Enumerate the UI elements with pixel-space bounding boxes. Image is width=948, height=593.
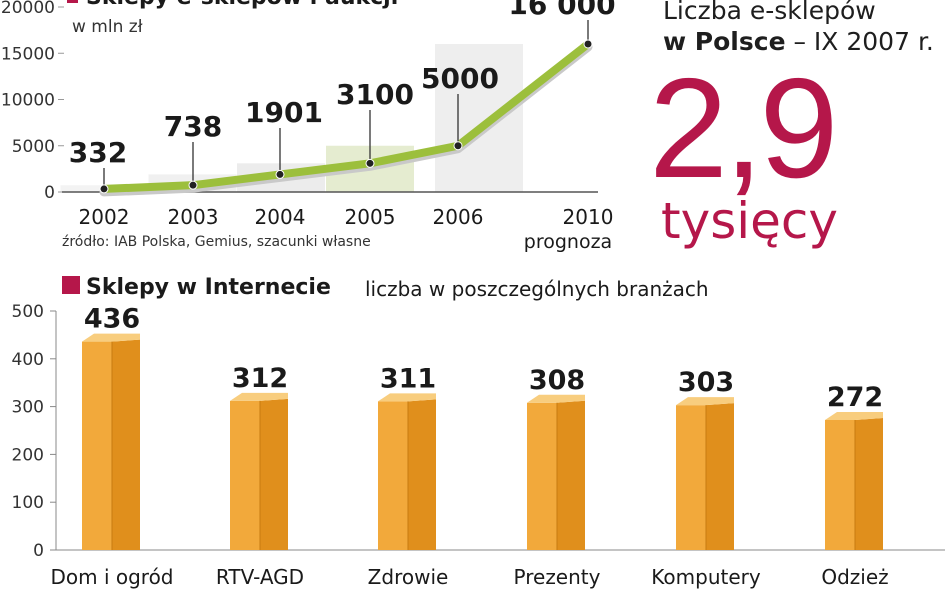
line-chart: 0 5000 10000 15000 20000 332 2002 738 2003 1901 20…: [1, 0, 616, 253]
bar-top-face: [825, 411, 883, 420]
line-chart-point: [365, 158, 375, 168]
line-chart-xtick: 2006: [433, 205, 484, 229]
bar-value-label: 436: [84, 304, 140, 335]
line-chart-value-label: 332: [69, 136, 127, 169]
bar-chart-title-marker: [62, 276, 80, 294]
bar-side-face: [112, 339, 140, 550]
bar-side-face: [260, 398, 288, 550]
bar-chart-subtitle: liczba w poszczególnych branżach: [365, 277, 709, 301]
stat-caption-line2: w Polsce – IX 2007 r.: [663, 27, 934, 56]
bar-category-label: Odzież: [821, 565, 888, 589]
stat-caption-date: – IX 2007 r.: [785, 27, 934, 56]
line-chart-xtick: 2010: [563, 205, 614, 229]
line-chart-ytick: 15000: [1, 44, 55, 64]
line-chart-ytick: 10000: [1, 91, 55, 111]
line-chart-title-marker: [67, 0, 78, 3]
bar-front-face: [825, 419, 855, 550]
bar-category-label: Zdrowie: [368, 565, 449, 589]
line-chart-point: [583, 39, 593, 49]
bar-front-face: [378, 401, 408, 550]
stat-caption-bold: w Polsce: [663, 27, 786, 56]
bar-side-face: [855, 417, 883, 550]
bar-top-face: [82, 333, 140, 342]
bar-front-face: [82, 341, 112, 550]
bar-chart-ytick: 100: [12, 493, 44, 513]
bar-category-label: Dom i ogród: [50, 565, 173, 589]
line-chart-unit: w mln zł: [72, 17, 143, 37]
line-chart-ytick: 5000: [12, 137, 55, 157]
bar-top-face: [676, 397, 734, 406]
line-chart-value-label: 5000: [421, 62, 499, 95]
bar-category-label: Prezenty: [514, 565, 601, 589]
line-chart-value-label: 738: [164, 110, 222, 143]
line-chart-point: [99, 184, 109, 194]
bar-value-label: 311: [380, 363, 436, 394]
bar-value-label: 312: [232, 363, 288, 394]
line-chart-point: [275, 169, 285, 179]
bar-value-label: 303: [678, 367, 734, 398]
line-chart-value-label: 16 000: [508, 0, 615, 21]
line-chart-title: Sklepy e-sklepów i aukcji: [86, 0, 398, 10]
line-chart-series: [100, 40, 592, 193]
line-chart-xtick: 2002: [79, 205, 130, 229]
bar-category-label: Komputery: [651, 565, 761, 589]
bar-top-face: [527, 394, 585, 403]
bar-value-label: 272: [827, 382, 883, 413]
line-chart-band: [435, 44, 523, 192]
bar-front-face: [676, 405, 706, 550]
line-chart-source: źródło: IAB Polska, Gemius, szacunki wła…: [62, 234, 371, 250]
line-chart-value-label: 1901: [245, 96, 323, 129]
stat-caption-line1: Liczba e-sklepów: [663, 0, 876, 25]
line-chart-xtick: 2004: [255, 205, 306, 229]
bar-top-face: [230, 392, 288, 401]
bar-side-face: [557, 400, 585, 550]
line-chart-xtick: 2005: [345, 205, 396, 229]
line-chart-ytick: 0: [44, 183, 55, 203]
bar-chart-ytick: 500: [12, 302, 44, 322]
line-chart-ytick: 20000: [1, 0, 55, 18]
line-chart-xtick: 2003: [168, 205, 219, 229]
bar-chart-ytick: 400: [12, 350, 44, 370]
bar-chart-ytick: 0: [33, 541, 44, 561]
bar-chart-title: Sklepy w Internecie: [86, 275, 331, 300]
line-chart-point: [188, 180, 198, 190]
bar-category-label: RTV-AGD: [216, 565, 304, 589]
bar-chart: Sklepy w Internecie liczba w poszczególny…: [12, 275, 945, 589]
bar-front-face: [527, 402, 557, 550]
bar-front-face: [230, 400, 260, 550]
bar-side-face: [408, 399, 436, 550]
bar-top-face: [378, 393, 436, 402]
bar-chart-ytick: 200: [12, 445, 44, 465]
stat-unit: tysięcy: [661, 192, 838, 250]
bar-side-face: [706, 403, 734, 550]
line-chart-point: [453, 141, 463, 151]
bar-chart-ytick: 300: [12, 398, 44, 418]
line-chart-value-label: 3100: [336, 78, 414, 111]
stat-big-value: 2,9: [649, 49, 838, 208]
line-chart-forecast-note: prognoza: [524, 231, 612, 253]
bar-value-label: 308: [529, 365, 585, 396]
